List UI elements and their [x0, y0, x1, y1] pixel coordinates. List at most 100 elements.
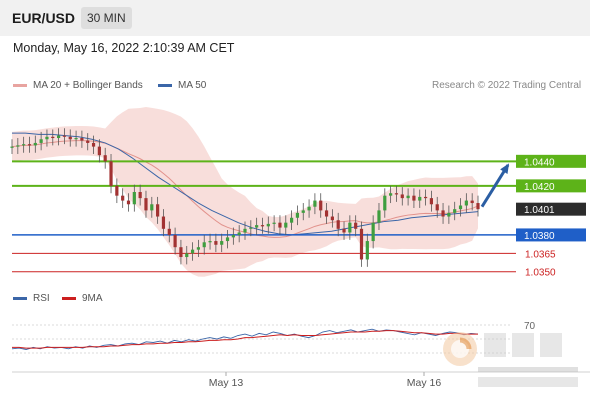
candle-body — [476, 203, 480, 210]
candle — [290, 210, 294, 231]
candle-body — [266, 223, 270, 227]
candle-body — [68, 136, 72, 140]
rsi-line — [11, 328, 479, 350]
candle-body — [179, 247, 183, 258]
candle-body — [243, 228, 247, 233]
candle-body — [196, 247, 200, 250]
candle-body — [354, 222, 358, 229]
candle — [342, 221, 346, 240]
candle — [62, 128, 67, 145]
candle-body — [173, 234, 177, 248]
candle — [39, 131, 43, 151]
candle-body — [406, 195, 410, 199]
candle — [255, 217, 259, 235]
candle-body — [190, 249, 195, 254]
candle-body — [220, 241, 224, 245]
current-price-label: 1.0401 — [524, 205, 555, 216]
candle-body — [394, 193, 399, 195]
candle — [202, 234, 206, 255]
candle-body — [429, 198, 433, 205]
candle-body — [249, 227, 253, 229]
legend-9ma: 9MA — [62, 293, 103, 304]
candle — [441, 203, 445, 224]
candle — [57, 128, 61, 146]
candle — [121, 188, 125, 208]
candle — [243, 221, 247, 240]
candle — [208, 233, 212, 250]
candle — [103, 147, 107, 169]
level-tag-1.0380 — [516, 228, 586, 242]
candle — [447, 205, 451, 224]
legend-rsi: RSI — [13, 293, 50, 304]
candle — [423, 189, 428, 206]
candle — [412, 188, 416, 208]
candle-body — [33, 142, 37, 146]
candle-body — [412, 195, 416, 201]
legend-ma20-swatch — [13, 83, 27, 87]
candle-body — [441, 210, 445, 217]
candle — [237, 225, 241, 243]
candle-body — [295, 212, 300, 218]
candle-body — [27, 144, 32, 146]
candle — [10, 139, 14, 154]
candle-body — [57, 135, 61, 139]
candle — [68, 129, 72, 147]
candle-body — [202, 242, 206, 248]
candle — [383, 188, 387, 218]
candle-body — [150, 204, 154, 211]
forecast-arrow-head — [500, 163, 510, 174]
watermark-logo — [443, 332, 578, 387]
candle — [179, 239, 183, 265]
candle — [27, 136, 32, 153]
candle-body — [470, 200, 474, 204]
candle — [295, 205, 300, 226]
candle-body — [91, 142, 96, 147]
candle — [249, 220, 253, 237]
candle — [22, 136, 26, 153]
candle-body — [324, 210, 329, 217]
candle-body — [272, 222, 276, 224]
rsi-level-label: 70 — [524, 321, 536, 332]
candle — [319, 193, 323, 218]
candle — [330, 209, 334, 228]
candle — [126, 193, 131, 212]
candle-body — [115, 185, 119, 196]
candle — [406, 188, 410, 206]
candle — [138, 184, 142, 206]
candle-body — [121, 195, 125, 201]
x-tick-label: May 16 — [407, 377, 442, 389]
candle — [400, 187, 404, 206]
candle — [161, 209, 166, 237]
candle — [16, 138, 20, 154]
candle — [190, 242, 195, 261]
candle-body — [167, 228, 171, 235]
candle — [266, 216, 270, 234]
forecast-arrow-line — [480, 164, 510, 208]
legend-ma50-label: MA 50 — [178, 80, 207, 91]
candle-body — [208, 241, 212, 243]
candle-body — [161, 216, 166, 229]
candle — [173, 227, 177, 255]
candle — [464, 193, 468, 213]
legend-rsi-label: RSI — [33, 293, 50, 304]
x-tick-label: May 13 — [209, 377, 244, 389]
level-label-1.0420: 1.0420 — [524, 182, 555, 193]
candle-body — [225, 237, 230, 242]
rsi-ma-line — [12, 330, 478, 349]
candle — [80, 130, 84, 148]
candle-body — [418, 196, 422, 201]
candle-body — [342, 228, 346, 233]
candle — [476, 195, 480, 217]
candle — [150, 196, 154, 218]
timeframe-button[interactable]: 30 MIN — [81, 7, 132, 29]
candle — [214, 233, 218, 253]
candle-body — [62, 135, 67, 137]
candle-body — [80, 138, 84, 141]
candle-body — [156, 204, 160, 217]
candle-body — [435, 204, 439, 211]
candle — [51, 129, 55, 146]
datetime-label: Monday, May 16, 2022 2:10:39 AM CET — [13, 41, 235, 55]
candle — [144, 190, 148, 218]
candle — [167, 221, 171, 243]
candle-body — [365, 241, 369, 260]
